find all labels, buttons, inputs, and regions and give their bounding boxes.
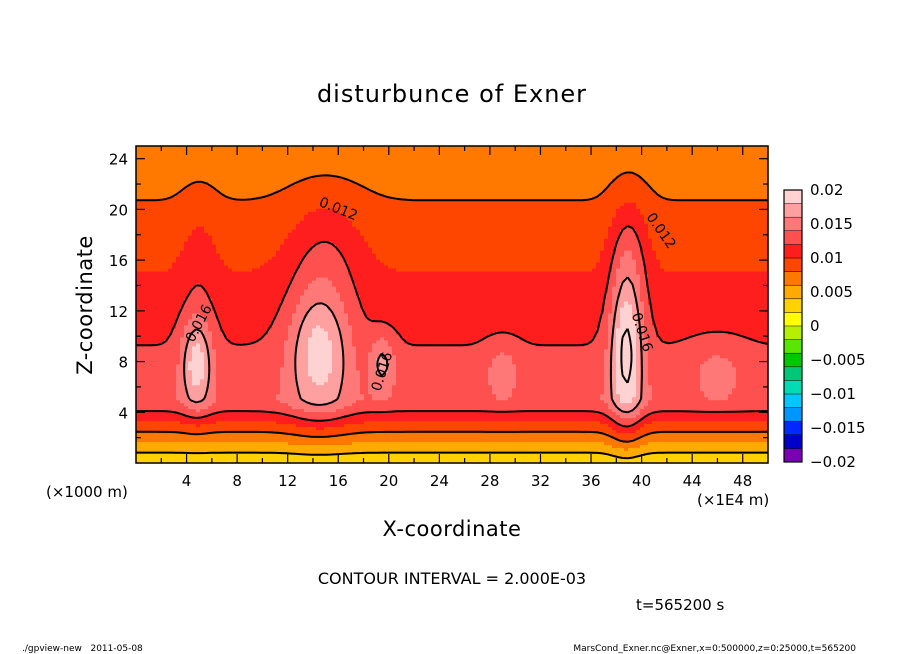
x-tick-label: 12 — [278, 472, 297, 490]
colorbar-band — [784, 271, 802, 286]
y-axis-label: Z-coordinate — [73, 235, 97, 375]
contour-interval-text: CONTOUR INTERVAL = 2.000E-03 — [318, 569, 586, 588]
x-tick-label: 20 — [379, 472, 398, 490]
contour-lines — [136, 171, 769, 460]
colorbar-tick-label: 0 — [810, 317, 820, 335]
y-tick-label: 12 — [109, 303, 128, 321]
x-unit-left: (×1000 m) — [46, 483, 128, 501]
contour-fill-field — [136, 146, 769, 464]
colorbar-band — [784, 312, 802, 327]
colorbar-tick-label: 0.02 — [810, 181, 843, 199]
colorbar-band — [784, 366, 802, 381]
colorbar-band — [784, 203, 802, 218]
colorbar-band — [784, 258, 802, 272]
colorbar-band — [784, 434, 802, 449]
colorbar-band — [784, 285, 802, 300]
colorbar-band — [784, 380, 802, 395]
x-tick-label: 40 — [632, 472, 651, 490]
x-axis: 4 8 12 16 20 24 28 32 36 40 44 48 — [160, 146, 752, 490]
x-tick-label: 24 — [430, 472, 449, 490]
x-tick-label: 36 — [581, 472, 600, 490]
y-axis: 4 8 12 16 20 24 — [109, 151, 768, 439]
colorbar-band — [784, 298, 802, 313]
y-tick-label: 24 — [109, 151, 128, 169]
colorbar-tick-label: 0.005 — [810, 283, 853, 301]
x-tick-label: 4 — [182, 472, 192, 490]
colorbar-frame — [783, 189, 803, 463]
colorbar-tick-label: −0.015 — [810, 419, 866, 437]
x-tick-label: 8 — [232, 472, 242, 490]
plot-frame — [135, 145, 769, 464]
colorbar-tick-label: −0.01 — [810, 385, 856, 403]
y-tick-label: 16 — [109, 252, 128, 270]
colorbar-band — [784, 421, 802, 436]
y-tick-label: 8 — [118, 354, 128, 372]
footer-left: ./gpview-new 2011-05-08 — [22, 644, 143, 654]
contour-line — [183, 276, 643, 414]
colorbar-band — [784, 326, 802, 340]
colorbar-tick-label: 0.01 — [810, 249, 843, 267]
contour-line — [136, 451, 768, 460]
x-unit-right: (×1E4 m) — [697, 491, 769, 509]
colorbar-band — [784, 448, 802, 463]
colorbar-band — [784, 353, 802, 368]
colorbar-tick-label: −0.005 — [810, 351, 866, 369]
colorbar-band — [784, 407, 802, 422]
colorbar-band — [784, 190, 802, 204]
colorbar-band — [784, 230, 802, 245]
x-tick-label: 32 — [531, 472, 550, 490]
x-tick-label: 48 — [733, 472, 752, 490]
colorbar-band — [784, 244, 802, 259]
x-tick-label: 28 — [480, 472, 499, 490]
colorbar-band — [784, 339, 802, 354]
y-tick-label: 20 — [109, 201, 128, 219]
footer-right: MarsCond_Exner.nc@Exner,x=0:500000,z=0:2… — [573, 644, 856, 654]
x-axis-label: X-coordinate — [383, 517, 522, 541]
colorbar-band — [784, 217, 802, 232]
y-tick-label: 4 — [118, 404, 128, 422]
contour-line — [620, 328, 633, 384]
colorbar-tick-label: −0.02 — [810, 453, 856, 471]
colorbar-band — [784, 394, 802, 408]
colorbar: 0.02 0.015 0.01 0.005 0 −0.005 −0.01 −0.015 −0.0… — [783, 181, 866, 471]
x-tick-label: 16 — [329, 472, 348, 490]
time-text: t=565200 s — [636, 596, 724, 614]
chart-title: disturbunce of Exner — [317, 80, 587, 108]
x-tick-label: 44 — [683, 472, 702, 490]
colorbar-tick-label: 0.015 — [810, 215, 853, 233]
contour-line — [136, 171, 768, 443]
contour-line — [136, 225, 769, 428]
